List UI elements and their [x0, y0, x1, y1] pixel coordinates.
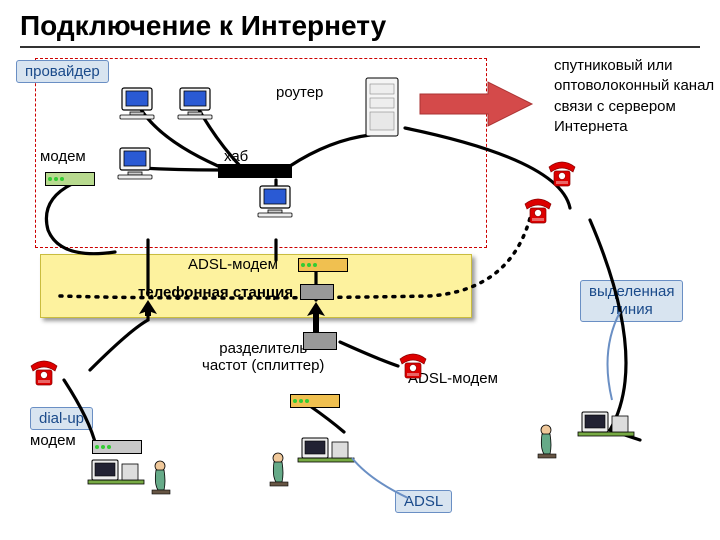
router-label: роутер: [276, 84, 323, 101]
dedicated-user-icon: [538, 412, 634, 458]
adsl-modem-label: ADSL-модем: [188, 256, 278, 273]
modem-label: модем: [40, 148, 86, 165]
phone-icon: [31, 361, 57, 385]
adsl-modem-station-icon: [298, 258, 348, 272]
adsl-user-icon: [270, 438, 354, 486]
dedicated-badge: выделенная линия: [580, 280, 683, 322]
modem2-label: модем: [30, 432, 76, 449]
adsl-modem2-icon: [290, 394, 340, 408]
satellite-text: спутниковый или оптоволоконный канал свя…: [554, 56, 718, 137]
title-underline: [20, 46, 700, 48]
phone-icon: [525, 199, 551, 223]
adsl-badge: ADSL: [395, 490, 452, 513]
modem-gray-icon: [92, 440, 142, 454]
page-title: Подключение к Интернету: [20, 10, 386, 42]
phone-station-label: телефонная станция: [138, 284, 293, 301]
phone-icon: [549, 162, 575, 186]
modem-green-icon: [45, 172, 95, 186]
splitter-icon: [303, 332, 337, 350]
dialup-badge: dial-up: [30, 407, 93, 430]
dialup-user-icon: [88, 460, 170, 494]
provider-badge: провайдер: [16, 60, 109, 83]
provider-box: [35, 58, 487, 248]
hub-label: хаб: [224, 148, 248, 165]
splitter-station-icon: [300, 284, 334, 300]
adsl-modem2-label: ADSL-модем: [408, 370, 498, 387]
